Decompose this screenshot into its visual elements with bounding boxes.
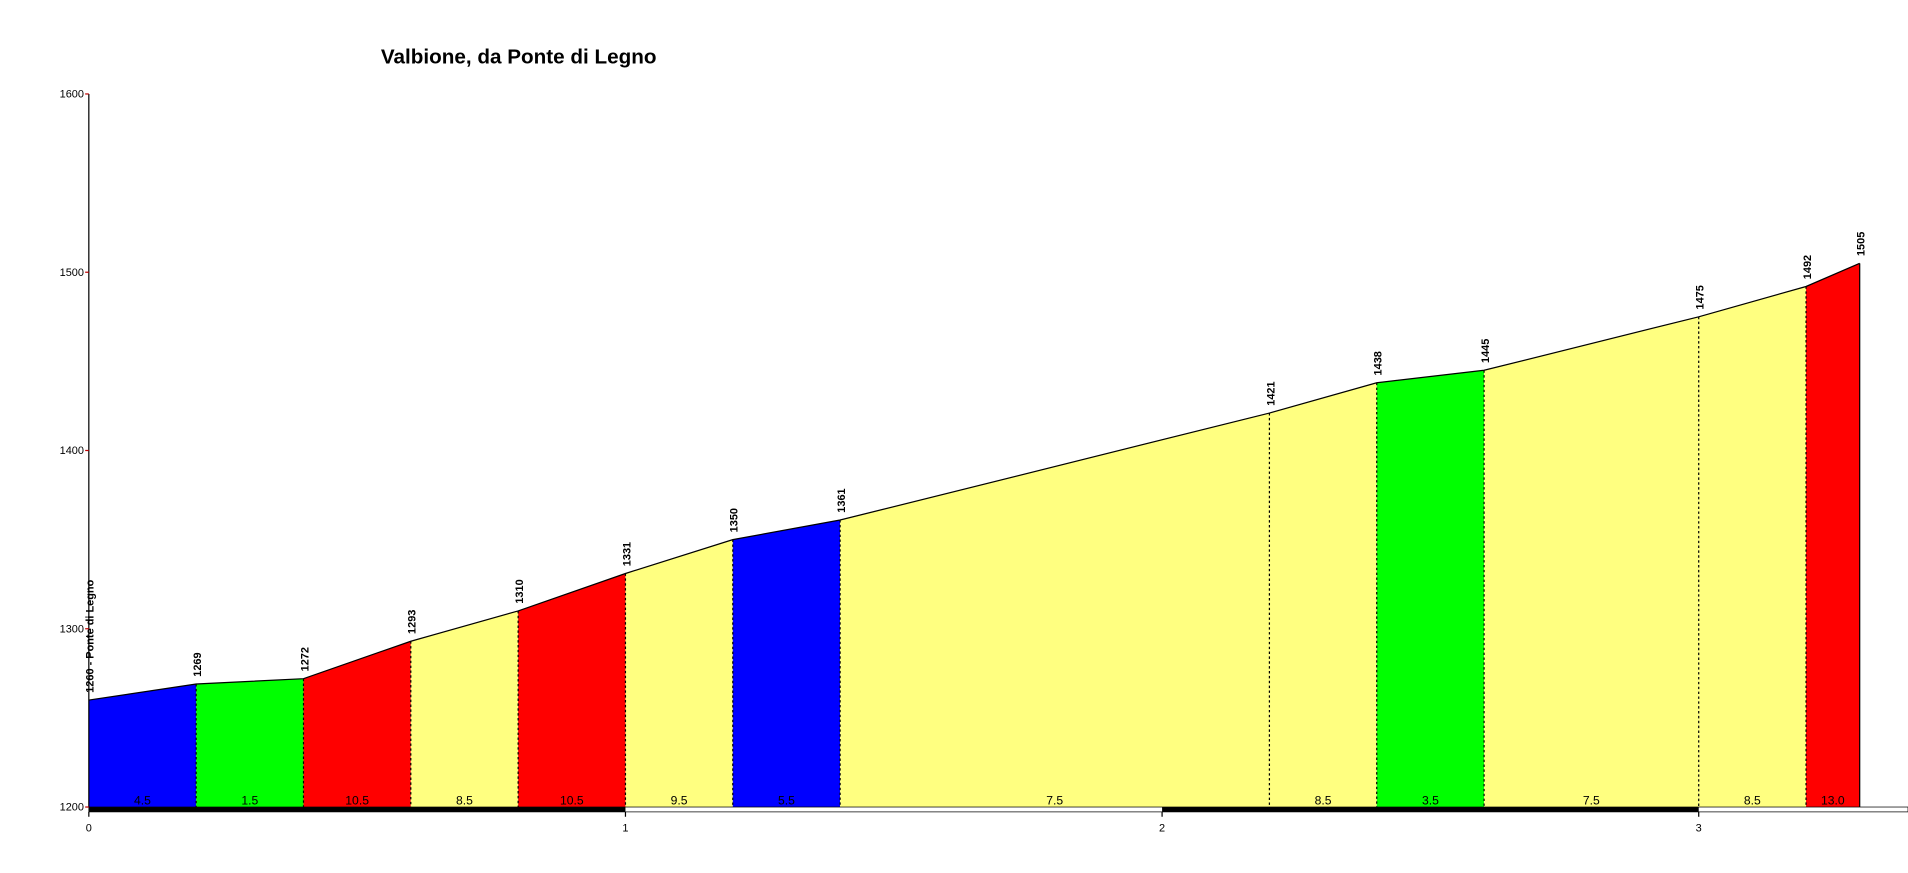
gradient-label: 8.5 [1744,794,1761,808]
gradient-segment [196,678,304,808]
gradient-label: 8.5 [456,794,473,808]
gradient-segment [1269,382,1377,808]
gradient-segment [1484,316,1699,808]
km-bar-black [1162,807,1699,812]
x-tick-label: 2 [1159,822,1165,834]
gradient-segment [1698,286,1807,808]
gradient-label: 10.5 [345,794,369,808]
gradient-label: 4.5 [134,794,151,808]
gradient-segment [518,573,626,808]
gradient-segment [625,539,733,808]
gradient-segment [88,684,197,808]
x-tick-label: 0 [86,822,92,834]
gradient-segment [732,520,841,808]
gradient-label: 8.5 [1315,794,1332,808]
gradient-label: 7.5 [1583,794,1600,808]
elevation-label: 1331 [621,542,633,566]
elevation-label: 1293 [407,610,419,634]
elevation-label: 1421 [1265,381,1277,405]
elevation-label: 1505 [1856,232,1868,256]
km-bar-black [88,807,626,812]
elevation-label: 1445 [1480,339,1492,363]
gradient-segment [840,413,1270,808]
gradient-label: 7.5 [1046,794,1063,808]
y-tick-label: 1600 [60,89,84,101]
elevation-label: 1475 [1695,285,1707,309]
y-tick-label: 1400 [60,445,84,457]
elevation-label: 1350 [729,508,741,532]
elevation-label: 1260 - Ponte di Legno [85,579,97,692]
chart-title: Valbione, da Ponte di Legno [381,46,657,69]
gradient-label: 5.5 [778,794,795,808]
gradient-segment [303,641,411,808]
elevation-label: 1272 [299,647,311,671]
y-tick-label: 1500 [60,267,84,279]
elevation-label: 1310 [514,579,526,603]
gradient-segment [1376,370,1485,808]
gradient-label: 10.5 [560,794,584,808]
y-tick-label: 1300 [60,623,84,635]
elevation-label: 1438 [1373,351,1385,375]
gradient-segment [1806,263,1860,808]
gradient-label: 13.0 [1821,794,1845,808]
gradient-segment [410,610,519,808]
profile-line [88,262,1860,701]
gradient-label: 9.5 [671,794,688,808]
elevation-label: 1492 [1802,255,1814,279]
gradient-label: 1.5 [241,794,258,808]
x-tick-label: 1 [622,822,628,834]
elevation-label: 1269 [192,652,204,676]
x-tick-label: 3 [1696,822,1702,834]
elevation-label: 1361 [836,488,848,512]
y-tick-label: 1200 [60,802,84,814]
gradient-label: 3.5 [1422,794,1439,808]
